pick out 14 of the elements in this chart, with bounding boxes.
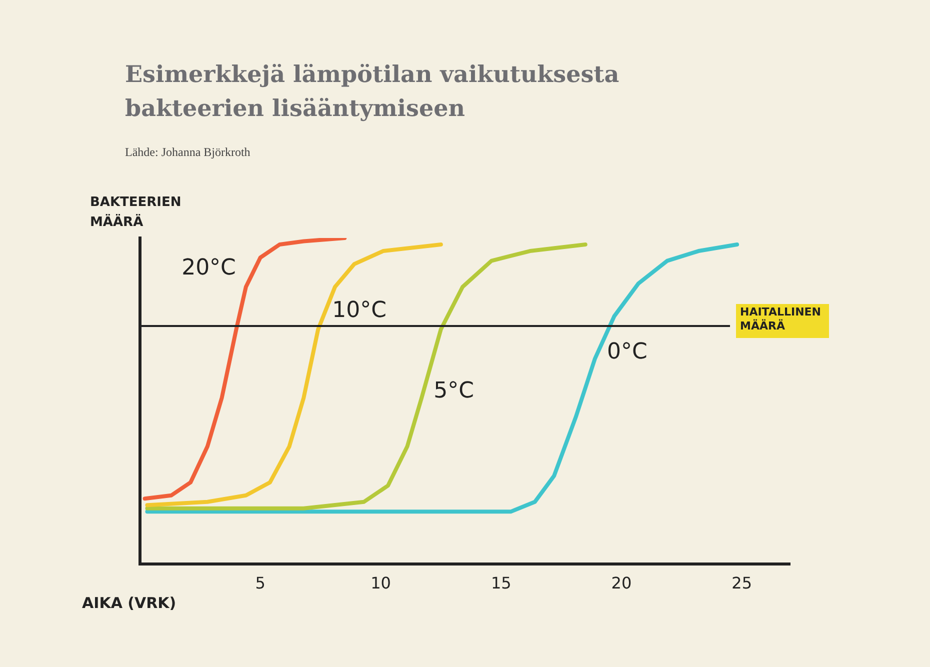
x-tick-label: 10 — [370, 574, 391, 593]
x-tick-label: 5 — [255, 574, 266, 593]
chart-title: Esimerkkejä lämpötilan vaikutuksesta bakteerien lisääntymiseen — [125, 60, 620, 124]
series-label: 0°C — [607, 339, 648, 364]
x-tick-label: 25 — [732, 574, 752, 593]
y-axis-title: BAKTEERIEN MÄÄRÄ — [90, 194, 182, 232]
x-tick-label: 20 — [611, 574, 632, 593]
series-label: 20°C — [182, 256, 236, 281]
ref-line-label: HAITALLINEN MÄÄRÄ — [740, 305, 822, 332]
x-axis-title: AIKA (VRK) — [82, 594, 176, 612]
x-tick-label: 15 — [490, 574, 512, 593]
series-label: 5°C — [434, 378, 474, 404]
chart-subtitle: Lähde: Johanna Björkroth — [125, 145, 250, 160]
series-label: 10°C — [332, 298, 387, 323]
